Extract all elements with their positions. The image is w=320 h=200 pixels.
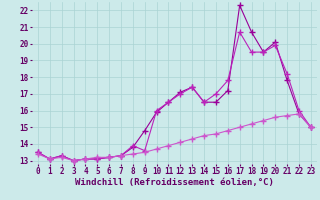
X-axis label: Windchill (Refroidissement éolien,°C): Windchill (Refroidissement éolien,°C) bbox=[75, 178, 274, 187]
